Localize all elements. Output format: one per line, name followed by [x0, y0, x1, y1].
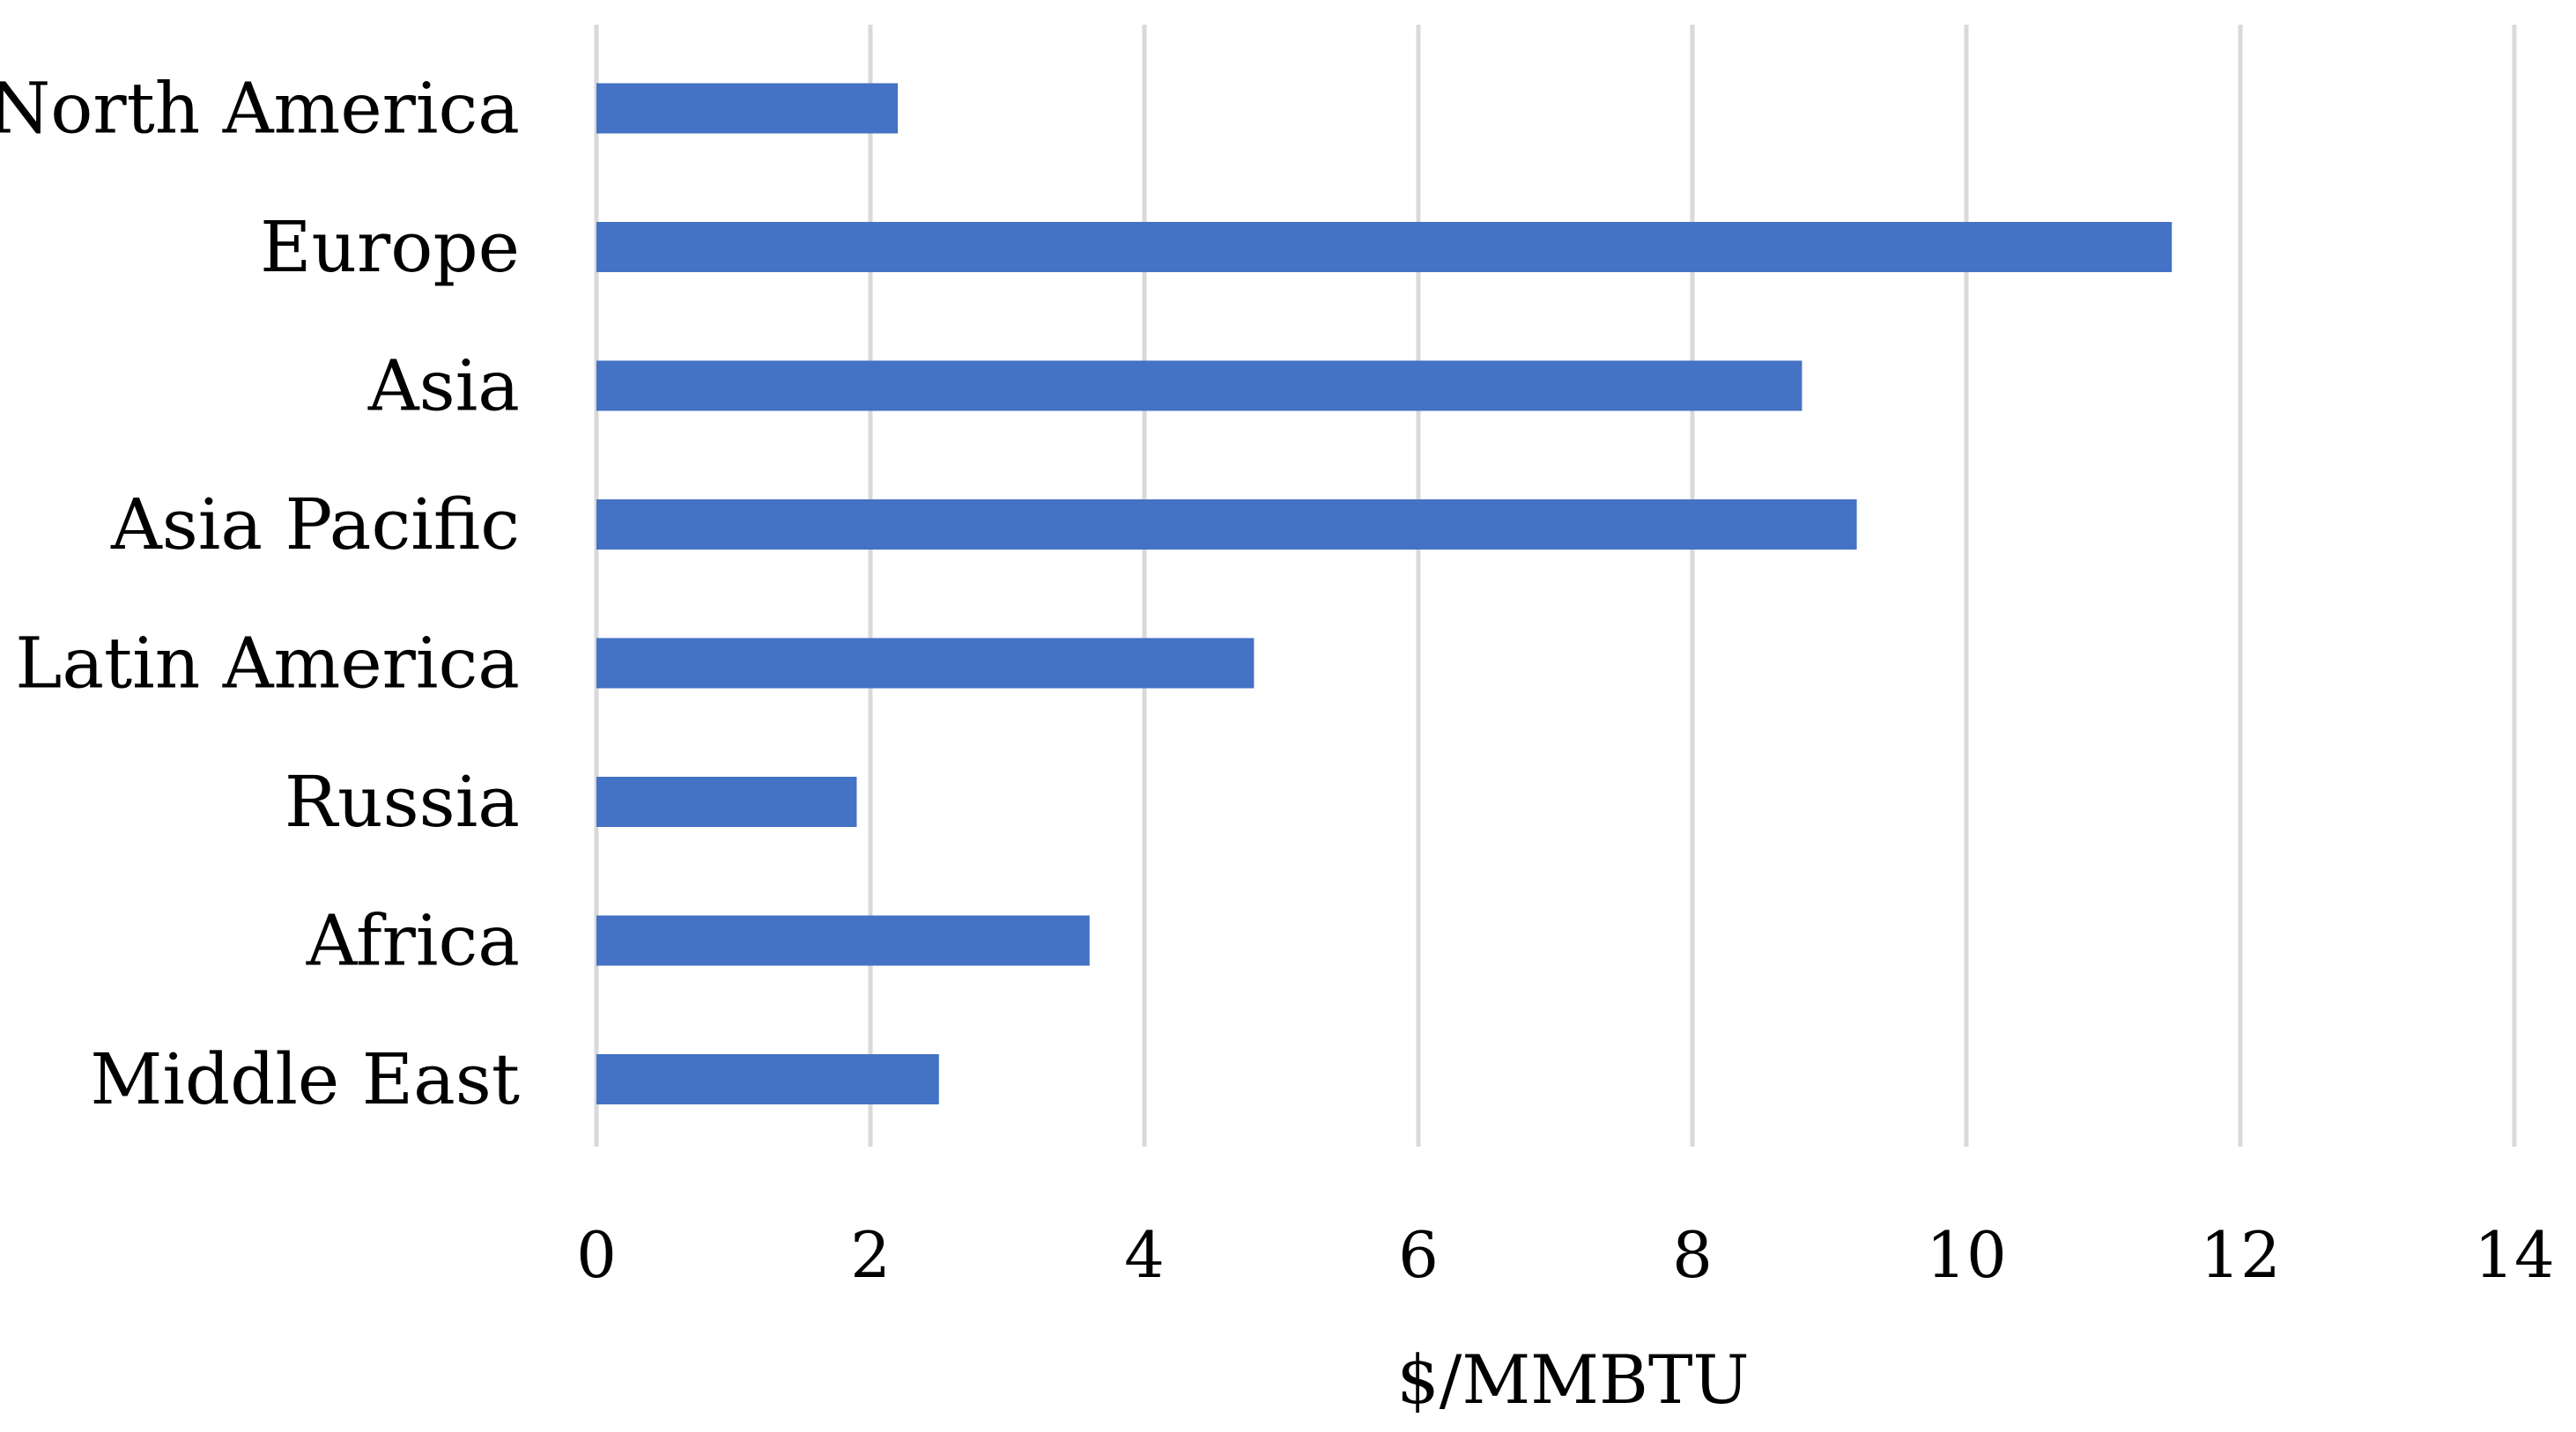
category-label: Asia: [367, 345, 520, 427]
x-tick-label: 12: [2200, 1218, 2281, 1292]
category-label: Latin America: [15, 623, 520, 705]
bar: [596, 777, 857, 827]
x-tick-label: 10: [1926, 1218, 2007, 1292]
x-tick-label: 14: [2474, 1218, 2555, 1292]
bars: [596, 83, 2173, 1104]
x-tick-label: 0: [576, 1218, 617, 1292]
bar: [596, 1054, 939, 1104]
x-tick-label: 6: [1398, 1218, 1439, 1292]
gridlines: [594, 25, 2517, 1147]
x-tick-label: 4: [1124, 1218, 1165, 1292]
bar: [596, 222, 2173, 272]
x-tick-label: 8: [1672, 1218, 1713, 1292]
category-label: Middle East: [90, 1038, 520, 1120]
bar: [596, 499, 1857, 550]
bar: [596, 83, 899, 134]
bar: [596, 360, 1802, 411]
category-label: Europe: [260, 206, 520, 288]
x-tick-label: 2: [850, 1218, 891, 1292]
category-label: Asia Pacific: [110, 483, 520, 565]
bar: [596, 915, 1090, 966]
category-label: North America: [0, 68, 520, 150]
bar: [596, 638, 1255, 689]
x-tick-labels: 0 2 4 6 8 10 12 14: [576, 1218, 2555, 1292]
category-label: Russia: [285, 761, 520, 843]
category-labels: North America Europe Asia Asia Pacific Latin…: [0, 68, 520, 1121]
x-axis-title: $/MMBTU: [1396, 1340, 1749, 1419]
category-label: Africa: [306, 900, 520, 982]
